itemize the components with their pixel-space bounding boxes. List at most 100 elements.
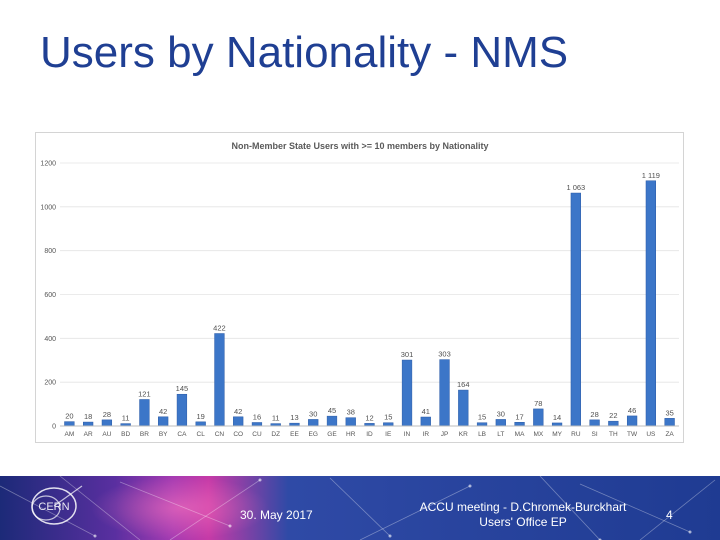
bar-us: [645, 180, 656, 427]
data-label-ca: 145: [176, 384, 189, 393]
x-tick-label-us: US: [646, 431, 656, 438]
data-label-dz: 11: [272, 414, 280, 423]
chart-title: Non-Member State Users with >= 10 member…: [231, 141, 488, 151]
bar-cu: [251, 422, 263, 427]
footer-glow: [90, 476, 270, 540]
data-label-jp: 303: [438, 350, 451, 359]
x-tick-label-id: ID: [366, 431, 373, 438]
y-tick-label: 1000: [40, 204, 56, 211]
y-tick-label: 400: [44, 336, 56, 343]
chart-frame: Non-Member State Users with >= 10 member…: [35, 132, 684, 443]
data-label-am: 20: [65, 412, 73, 421]
data-label-ge: 45: [328, 406, 336, 415]
bar-cl: [195, 421, 206, 427]
x-tick-label-by: BY: [159, 431, 168, 438]
bar-chart: Non-Member State Users with >= 10 member…: [40, 141, 679, 438]
x-tick-label-lt: LT: [497, 431, 504, 438]
data-label-in: 301: [401, 350, 414, 359]
bar-in: [401, 359, 413, 427]
slide-title: Users by Nationality - NMS: [40, 28, 569, 77]
data-label-lt: 30: [497, 409, 505, 418]
data-label-hr: 38: [347, 408, 355, 417]
gridlines: [60, 162, 679, 427]
footer-network-pattern: [0, 476, 716, 540]
y-tick-label: 0: [52, 424, 56, 431]
data-label-cu: 16: [253, 412, 261, 421]
x-tick-label-ar: AR: [84, 431, 93, 438]
bar-kr: [458, 389, 469, 427]
data-label-mx: 78: [534, 399, 542, 408]
data-label-eg: 30: [309, 409, 317, 418]
data-label-cl: 19: [197, 412, 205, 421]
data-label-bd: 11: [122, 414, 130, 423]
page-number: 4: [666, 508, 673, 522]
data-label-tw: 46: [628, 406, 636, 415]
data-label-us: 1 119: [642, 171, 660, 180]
data-label-my: 14: [553, 413, 561, 422]
x-tick-label-ee: EE: [290, 431, 299, 438]
bar-jp: [439, 359, 450, 427]
data-label-ee: 13: [290, 413, 298, 422]
bar-ru: [570, 192, 581, 427]
bar-by: [158, 416, 169, 427]
data-label-id: 12: [365, 413, 373, 422]
bar-za: [664, 418, 675, 427]
x-tick-label-ca: CA: [177, 431, 187, 438]
data-label-za: 35: [665, 408, 673, 417]
footer-date: 30. May 2017: [240, 508, 313, 522]
bar-lt: [495, 419, 506, 427]
x-tick-label-au: AU: [102, 431, 111, 438]
x-tick-label-hr: HR: [346, 431, 356, 438]
x-tick-label-dz: DZ: [271, 431, 280, 438]
bar-ge: [326, 415, 338, 427]
axes: 0 200 400 600 800 1000 1200 AM AR AU BD BR BY CA CL CN C…: [40, 161, 679, 438]
x-tick-label-br: BR: [140, 431, 149, 438]
y-tick-label: 600: [44, 292, 56, 299]
x-tick-label-my: MY: [552, 431, 562, 438]
x-tick-label-bd: BD: [121, 431, 130, 438]
x-tick-label-co: CO: [233, 431, 243, 438]
data-label-co: 42: [234, 407, 242, 416]
bar-hr: [345, 417, 356, 427]
data-label-th: 22: [609, 411, 617, 420]
data-label-si: 28: [590, 410, 598, 419]
data-label-ie: 15: [384, 413, 392, 422]
bar-cn: [214, 333, 225, 427]
x-tick-label-am: AM: [65, 431, 75, 438]
data-label-ar: 18: [84, 412, 92, 421]
x-tick-label-si: SI: [592, 431, 598, 438]
x-tick-label-ge: GE: [327, 431, 337, 438]
bar-ma: [514, 422, 525, 427]
bars: [64, 180, 675, 427]
data-label-ir: 41: [422, 407, 430, 416]
footer-banner: [0, 476, 720, 540]
data-label-cn: 422: [213, 324, 226, 333]
cern-logo-text: CERN: [38, 501, 69, 513]
x-tick-label-jp: JP: [441, 431, 449, 438]
bar-tw: [626, 415, 638, 427]
bar-si: [589, 419, 600, 427]
bar-ir: [420, 416, 431, 427]
x-tick-label-th: TH: [609, 431, 618, 438]
cern-logo: CERN: [31, 485, 83, 525]
x-tick-label-cu: CU: [252, 431, 262, 438]
footer-meeting-info: ACCU meeting - D.Chromek-Burckhart Users…: [400, 500, 646, 530]
x-tick-label-cn: CN: [215, 431, 225, 438]
x-tick-label-in: IN: [404, 431, 411, 438]
bar-au: [101, 419, 113, 427]
x-tick-label-ie: IE: [385, 431, 392, 438]
y-tick-label: 200: [44, 380, 56, 387]
x-tick-label-cl: CL: [197, 431, 206, 438]
x-tick-label-kr: KR: [459, 431, 468, 438]
bar-eg: [308, 419, 319, 427]
bar-mx: [533, 408, 544, 427]
data-label-kr: 164: [457, 380, 470, 389]
y-tick-label: 800: [44, 248, 56, 255]
footer-meeting-line2: Users' Office EP: [479, 515, 567, 529]
bar-th: [608, 420, 619, 427]
bar-ar: [83, 421, 94, 427]
data-label-by: 42: [159, 407, 167, 416]
data-label-lb: 15: [478, 413, 486, 422]
bar-br: [139, 399, 150, 427]
bar-co: [233, 416, 244, 427]
